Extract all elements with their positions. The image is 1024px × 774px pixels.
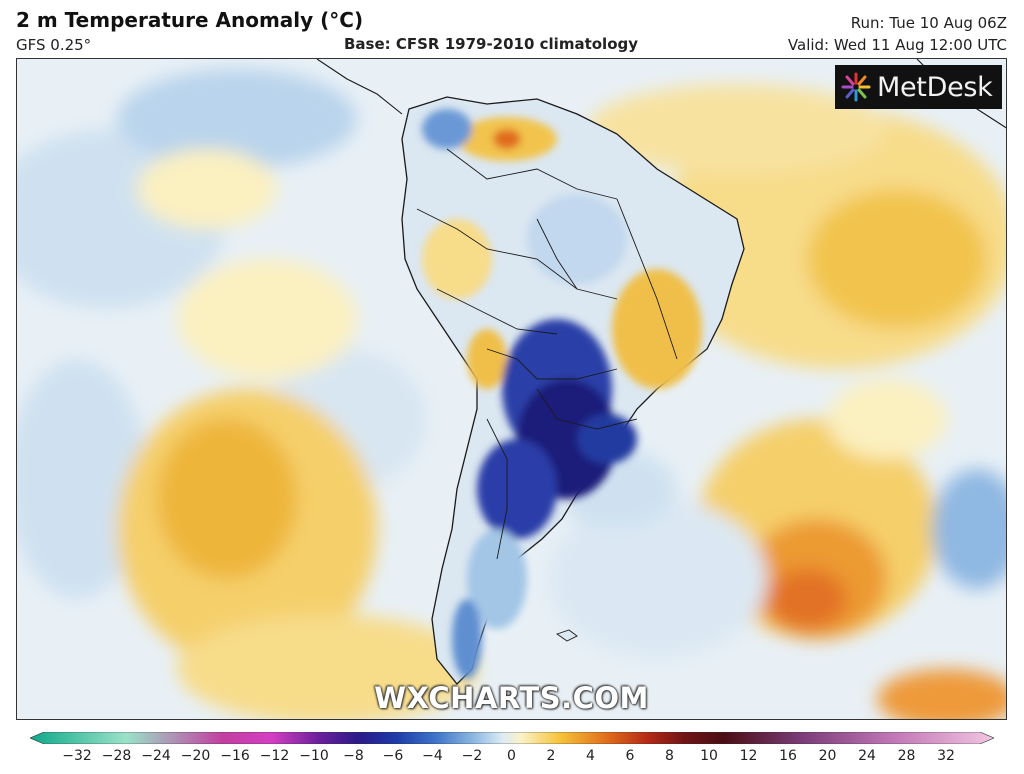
wxcharts-watermark: WXCHARTS.COM xyxy=(374,681,649,715)
colorbar-tick-label: 8 xyxy=(665,748,674,764)
metdesk-logo: MetDesk xyxy=(835,65,1002,109)
colorbar-tick-label: −28 xyxy=(101,748,132,764)
colorbar-tick-label: 4 xyxy=(586,748,595,764)
country-borders xyxy=(416,148,678,560)
colorbar-tick-label: 6 xyxy=(625,748,635,764)
colorbar-tick-label: −8 xyxy=(343,748,364,764)
colorbar-tick-label: −32 xyxy=(62,748,92,764)
model-label: GFS 0.25° xyxy=(16,36,92,54)
colorbar-ticks: −32 −28 −24 −20 −16 −12 −10 −8 −6 −4 −2 0 2 4 6 8 10 12 16… xyxy=(0,748,1024,770)
colorbar-tick-label: −24 xyxy=(141,748,171,764)
colorbar-tick-label: −6 xyxy=(382,748,404,764)
colorbar-tick-label: −20 xyxy=(180,748,211,764)
colorbar-tick-label: −10 xyxy=(299,748,329,764)
valid-time-label: Valid: Wed 11 Aug 12:00 UTC xyxy=(787,36,1007,54)
colorbar-tick-label: 20 xyxy=(818,748,837,764)
run-time-label: Run: Tue 10 Aug 06Z xyxy=(850,14,1007,32)
colorbar-tick-label: 12 xyxy=(739,748,758,764)
colorbar-tick-label: 2 xyxy=(546,748,556,764)
colorbar-tick-label: −16 xyxy=(220,748,250,764)
colorbar-tick-label: 24 xyxy=(858,748,876,764)
colorbar-tick-label: 28 xyxy=(897,748,916,764)
falkland-islands xyxy=(556,629,578,642)
map-panel: MetDesk WXCHARTS.COM xyxy=(16,58,1007,720)
colorbar-tick-label: −2 xyxy=(461,748,483,764)
climatology-base-label: Base: CFSR 1979-2010 climatology xyxy=(344,35,639,53)
colorbar-tick-label: 32 xyxy=(937,748,955,764)
colorbar-tick-label: 16 xyxy=(779,748,797,764)
metdesk-logo-text: MetDesk xyxy=(877,71,993,103)
land-anomaly-field xyxy=(422,109,702,679)
colorbar-tick-label: −12 xyxy=(259,748,290,764)
central-america-coast xyxy=(316,59,403,115)
chart-title: 2 m Temperature Anomaly (°C) xyxy=(16,8,364,32)
anomaly-field xyxy=(17,69,1006,719)
anomaly-map xyxy=(17,59,1006,719)
metdesk-burst-icon xyxy=(841,72,871,102)
colorbar-tick-label: 10 xyxy=(700,748,718,764)
colorbar-gradient xyxy=(30,732,994,744)
colorbar xyxy=(30,732,994,744)
colorbar-tick-label: 0 xyxy=(507,748,516,764)
colorbar-tick-label: −4 xyxy=(422,748,443,764)
